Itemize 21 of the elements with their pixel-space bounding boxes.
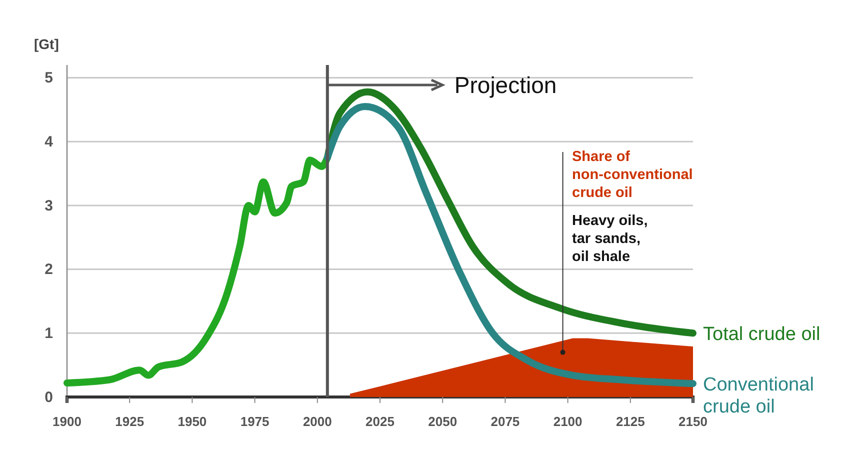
y-tick-label: 5	[44, 70, 53, 87]
y-tick-label: 2	[44, 261, 53, 278]
y-tick-label: 0	[44, 388, 53, 406]
x-tick-label: 1950	[178, 414, 207, 430]
x-tick-label: 2050	[428, 414, 458, 430]
y-tick-label: 4	[44, 133, 54, 150]
y-axis-title: [Gt]	[34, 36, 59, 52]
x-tick-label: 1925	[115, 414, 144, 430]
x-tick-label: 2000	[302, 414, 332, 430]
y-tick-label: 1	[44, 324, 53, 342]
ref-line-label: Projection	[454, 72, 557, 98]
x-tick-label: 1900	[52, 414, 82, 430]
annotation: Heavy oils, tar sands, oil shale	[572, 213, 648, 265]
annotation: Share of non-conventional crude oil	[572, 149, 693, 201]
series-label: Total crude oil	[703, 324, 820, 346]
x-tick-label: 2025	[366, 414, 394, 430]
x-tick-label: 1975	[240, 414, 270, 430]
x-tick-label: 2125	[616, 414, 645, 430]
x-tick-label: 2100	[553, 414, 582, 430]
y-tick-label: 3	[44, 197, 53, 214]
x-tick-label: 2075	[490, 414, 520, 430]
